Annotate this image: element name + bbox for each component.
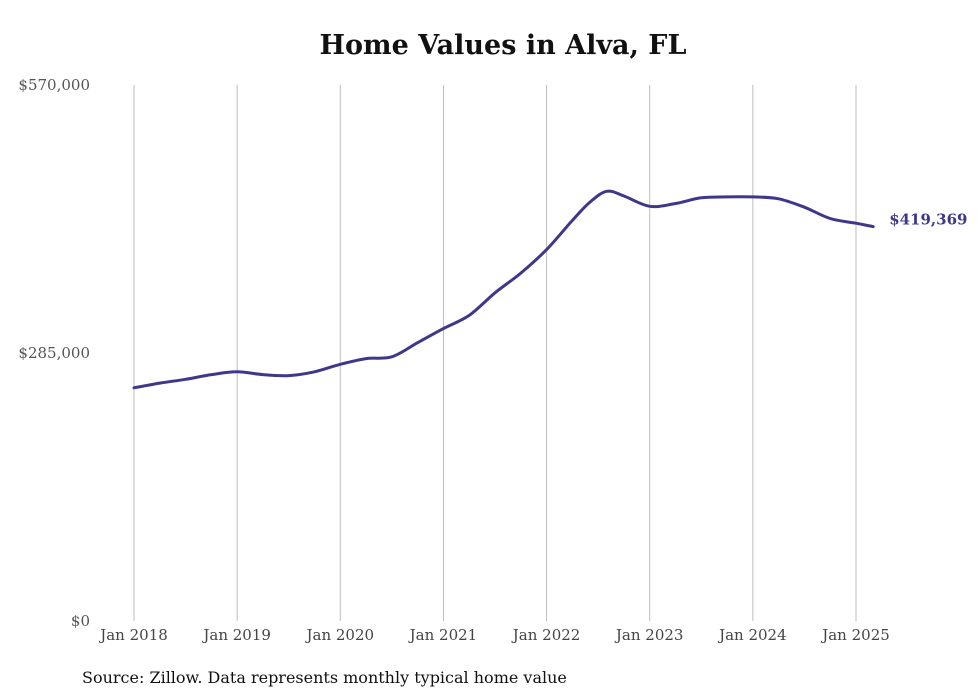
x-axis-ticks: Jan 2018 Jan 2019 Jan 2020 Jan 2021 Jan 2022… [98, 626, 890, 644]
x-tick-label: Jan 2022 [511, 626, 581, 644]
x-tick-label: Jan 2020 [305, 626, 375, 644]
end-value-label: $419,369 [889, 211, 967, 229]
gridlines [133, 85, 857, 621]
chart-title: Home Values in Alva, FL [319, 30, 687, 61]
series [132, 189, 875, 390]
x-tick-label: Jan 2025 [820, 626, 890, 644]
x-tick-label: Jan 2018 [98, 626, 168, 644]
source-note: Source: Zillow. Data represents monthly … [82, 668, 567, 687]
home-value-line [132, 189, 875, 390]
y-tick-label: $0 [71, 612, 90, 630]
x-tick-label: Jan 2024 [717, 626, 787, 644]
y-axis-ticks: $0 $285,000 $570,000 [18, 76, 90, 630]
y-tick-label: $285,000 [18, 344, 90, 362]
data-labels: $419,369 [889, 211, 967, 229]
x-tick-label: Jan 2023 [614, 626, 684, 644]
x-tick-label: Jan 2021 [408, 626, 478, 644]
y-tick-label: $570,000 [18, 76, 90, 94]
x-tick-label: Jan 2019 [201, 626, 271, 644]
